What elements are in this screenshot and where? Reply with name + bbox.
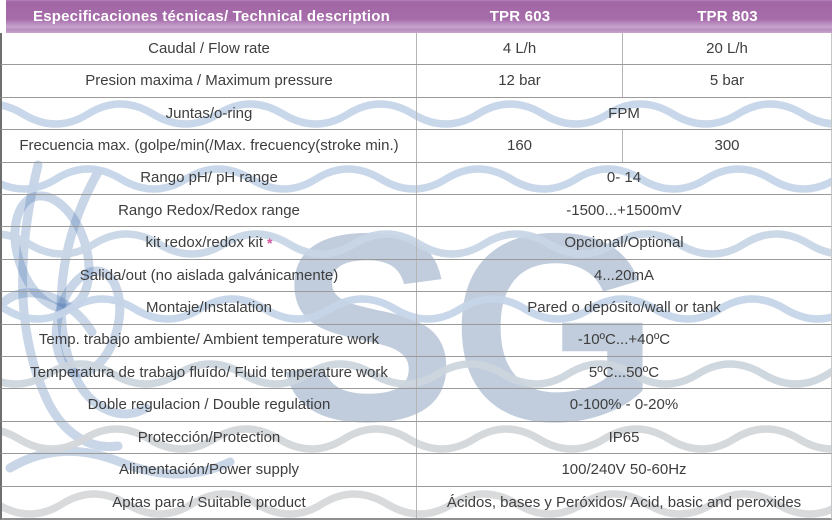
table-row: Presion maxima / Maximum pressure 12 bar…	[0, 65, 832, 98]
spec-value-shared: Ácidos, bases y Peróxidos/ Acid, basic a…	[446, 493, 802, 511]
spec-value-shared: 0-100% - 0-20%	[569, 396, 679, 414]
spec-value-shared: 100/240V 50-60Hz	[561, 461, 687, 479]
spec-value-tpr803: 20 L/h	[706, 39, 748, 57]
header-title: Especificaciones técnicas/ Technical des…	[33, 8, 390, 25]
spec-value-shared: Pared o depósito/wall or tank	[527, 299, 721, 317]
header-model-tpr603: TPR 603	[489, 8, 551, 25]
table-row: Salida/out (no aislada galvánicamente) 4…	[0, 259, 832, 293]
spec-label: Rango Redox/Redox range	[2, 195, 417, 227]
spec-label: Rango pH/ pH range	[2, 162, 417, 195]
spec-label: Caudal / Flow rate	[2, 33, 417, 65]
table-row: Rango pH/ pH range 0- 14	[0, 162, 832, 196]
spec-value-shared: -1500...+1500mV	[566, 201, 682, 219]
spec-value-shared: -10ºC...+40ºC	[577, 331, 671, 349]
spec-value-tpr603: 160	[417, 130, 623, 162]
spec-value-shared: FPM	[608, 104, 640, 122]
spec-label: Frecuencia max. (golpe/min(/Max. frecuen…	[2, 130, 417, 162]
spec-value-tpr603: 12 bar	[417, 65, 623, 97]
spec-value-shared: 5ºC...50ºC	[588, 363, 660, 381]
spec-label: Temperatura de trabajo fluído/ Fluid tem…	[2, 357, 417, 389]
spec-value-shared: 4...20mA	[593, 266, 655, 284]
header-model-tpr803: TPR 803	[697, 8, 758, 25]
spec-label: Doble regulacion / Double regulation	[2, 389, 417, 421]
spec-value-shared: IP65	[608, 428, 640, 446]
spec-value-shared: Opcional/Optional	[564, 234, 684, 252]
table-row: Protección/Protection IP65	[0, 421, 832, 455]
spec-label: Salida/out (no aislada galvánicamente)	[2, 259, 417, 292]
spec-label: Montaje/Instalation	[2, 292, 417, 324]
spec-label: Temp. trabajo ambiente/ Ambient temperat…	[2, 324, 417, 357]
table-row: Frecuencia max. (golpe/min(/Max. frecuen…	[0, 130, 832, 163]
table-row: Aptas para / Suitable product Ácidos, ba…	[0, 486, 832, 520]
spec-value-tpr603: 4 L/h	[417, 33, 623, 65]
spec-label: Aptas para / Suitable product	[2, 486, 417, 519]
spec-label: kit redox/redox kit *	[2, 227, 417, 259]
spec-label: Alimentación/Power supply	[2, 454, 417, 486]
table-row: Juntas/o-ring FPM	[0, 97, 832, 131]
table-row: Alimentación/Power supply 100/240V 50-60…	[0, 454, 832, 487]
table-header-row: Especificaciones técnicas/ Technical des…	[6, 0, 832, 33]
footnote-asterisk: *	[267, 234, 273, 251]
spec-label: Protección/Protection	[2, 421, 417, 454]
spec-label: Juntas/o-ring	[2, 97, 417, 130]
table-row: Doble regulacion / Double regulation 0-1…	[0, 389, 832, 422]
table-row: Temp. trabajo ambiente/ Ambient temperat…	[0, 324, 832, 358]
spec-label: Presion maxima / Maximum pressure	[2, 65, 417, 97]
table-row: Temperatura de trabajo fluído/ Fluid tem…	[0, 357, 832, 390]
spec-value-tpr803: 300	[714, 137, 740, 155]
spec-value-shared: 0- 14	[606, 169, 642, 187]
table-row: Rango Redox/Redox range -1500...+1500mV	[0, 195, 832, 228]
table-row: Caudal / Flow rate 4 L/h 20 L/h	[0, 33, 832, 66]
spec-value-tpr803: 5 bar	[709, 72, 745, 90]
table-row: kit redox/redox kit * Opcional/Optional	[0, 227, 832, 260]
table-row: Montaje/Instalation Pared o depósito/wal…	[0, 292, 832, 325]
